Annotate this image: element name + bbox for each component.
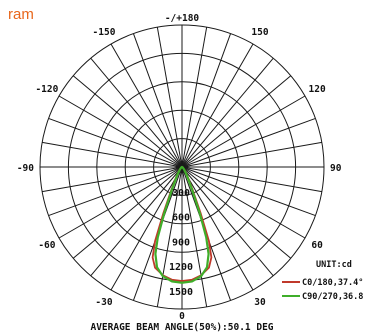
grid-spoke xyxy=(156,27,183,168)
angle-label: -150 xyxy=(93,27,116,38)
grid-spoke xyxy=(42,166,183,193)
grid-spoke xyxy=(156,166,183,307)
header-text: ram xyxy=(8,6,34,23)
grid-spoke xyxy=(72,75,183,168)
radial-label: 300 xyxy=(172,188,190,199)
angle-label: 150 xyxy=(251,27,268,38)
footer-text: AVERAGE BEAM ANGLE(50%):50.1 DEG xyxy=(90,322,273,333)
grid-spoke xyxy=(181,166,274,277)
grid-spoke xyxy=(181,43,254,168)
grid-spoke xyxy=(181,95,306,168)
angle-label: -120 xyxy=(35,84,58,95)
radial-labels: 300 600 900 1200 1500 xyxy=(169,188,193,298)
grid-spoke xyxy=(181,166,292,259)
grid-spoke xyxy=(42,141,183,168)
radial-label: 1500 xyxy=(169,287,193,298)
legend-entry-c0: C0/180,37.4° xyxy=(302,278,363,288)
grid-spoke xyxy=(181,166,316,217)
radial-label: 900 xyxy=(172,237,190,248)
curve-c90-270 xyxy=(154,165,210,284)
angle-label: -30 xyxy=(95,297,112,308)
grid-spoke xyxy=(181,27,208,168)
legend: UNIT:cd C0/180,37.4° C90/270,36.8 xyxy=(282,260,363,302)
legend-entry-c90: C90/270,36.8 xyxy=(302,292,363,302)
grid-spoke xyxy=(181,166,306,239)
grid-spoke xyxy=(181,33,232,168)
grid-spoke xyxy=(90,166,183,277)
grid-spoke xyxy=(90,57,183,168)
grid-spoke xyxy=(132,33,183,168)
grid-spoke xyxy=(181,166,322,193)
angle-label: 60 xyxy=(311,240,323,251)
grid-spoke xyxy=(181,166,208,307)
grid-spoke xyxy=(48,166,183,217)
grid-spoke xyxy=(181,166,254,291)
radial-label: 1200 xyxy=(169,262,193,273)
grid-spoke xyxy=(181,117,316,168)
grid-spoke xyxy=(181,141,322,168)
grid-spoke xyxy=(181,75,292,168)
angle-label: 90 xyxy=(330,163,342,174)
angle-label: 30 xyxy=(254,297,266,308)
intensity-curves xyxy=(151,165,213,284)
angle-label: -/+180 xyxy=(165,13,200,24)
angle-label: 120 xyxy=(309,84,326,95)
angle-label: -60 xyxy=(38,240,55,251)
angle-label: 0 xyxy=(179,311,185,322)
radial-label: 600 xyxy=(172,213,190,224)
grid-spoke xyxy=(181,57,274,168)
grid-spoke xyxy=(48,117,183,168)
grid-spoke xyxy=(58,166,183,239)
angle-labels: -/+180-150 150-120 120-90 90-60 60-30 300 xyxy=(17,13,342,322)
grid-spoke xyxy=(72,166,183,259)
grid-spoke xyxy=(110,166,183,291)
angle-label: -90 xyxy=(17,163,34,174)
unit-label: UNIT:cd xyxy=(316,260,352,270)
grid-spoke xyxy=(110,43,183,168)
grid-spoke xyxy=(58,95,183,168)
